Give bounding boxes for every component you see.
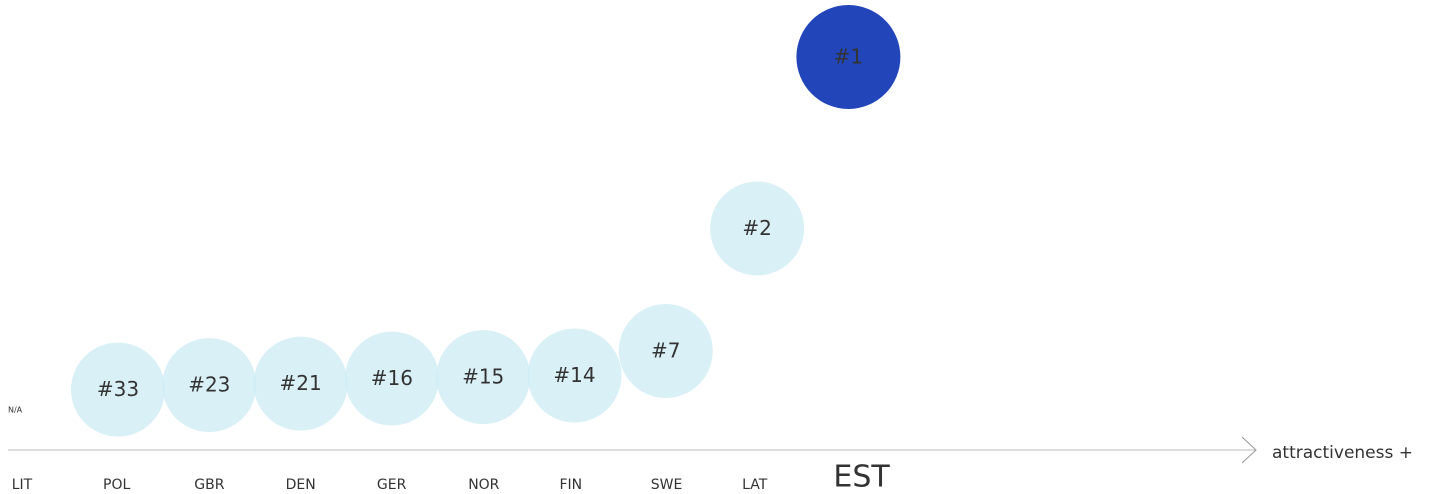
bubble [71, 342, 165, 437]
axis-arrow [1241, 436, 1257, 464]
value-label: N/A [8, 406, 23, 415]
value-label: #21 [279, 371, 321, 395]
bubble [344, 331, 439, 426]
value-label: #14 [553, 363, 595, 387]
category-label: NOR [468, 477, 499, 493]
value-label: #2 [742, 216, 771, 240]
value-label: #15 [462, 365, 504, 389]
category-label: FIN [560, 477, 583, 493]
category-label: SWE [651, 477, 683, 493]
bubble [618, 304, 713, 398]
value-label: #1 [834, 45, 863, 69]
bubble [710, 181, 805, 276]
category-label: EST [833, 460, 890, 494]
value-label: #23 [188, 373, 230, 397]
category-label: GBR [194, 477, 224, 493]
category-label: LIT [12, 477, 33, 493]
bubble [436, 330, 531, 425]
bubble [253, 336, 348, 431]
x-axis-label: attractiveness + [1272, 443, 1413, 463]
category-label: POL [103, 477, 130, 493]
value-label: #16 [371, 366, 413, 390]
bubble [527, 328, 622, 423]
bubble [162, 338, 257, 433]
value-label: #33 [97, 377, 139, 401]
category-label: LAT [742, 477, 768, 493]
category-label: GER [377, 477, 407, 493]
value-label: #7 [651, 339, 680, 363]
bubble [796, 5, 901, 109]
category-label: DEN [286, 477, 316, 493]
